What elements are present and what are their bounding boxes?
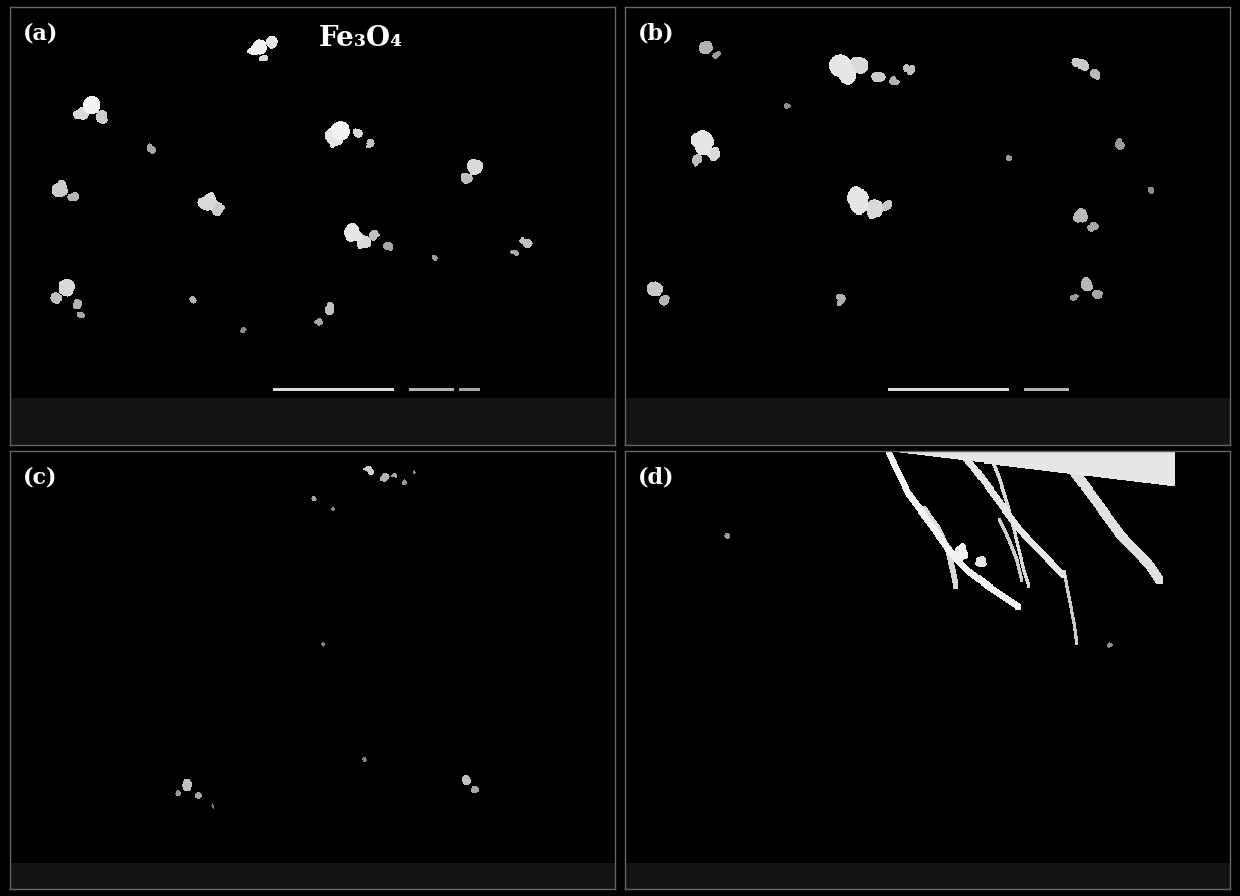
Text: Fe₃O₄: Fe₃O₄ xyxy=(319,25,403,52)
Text: (d): (d) xyxy=(639,467,675,489)
Text: (a): (a) xyxy=(24,22,58,45)
Text: (b): (b) xyxy=(639,22,675,45)
Text: (c): (c) xyxy=(24,467,58,489)
